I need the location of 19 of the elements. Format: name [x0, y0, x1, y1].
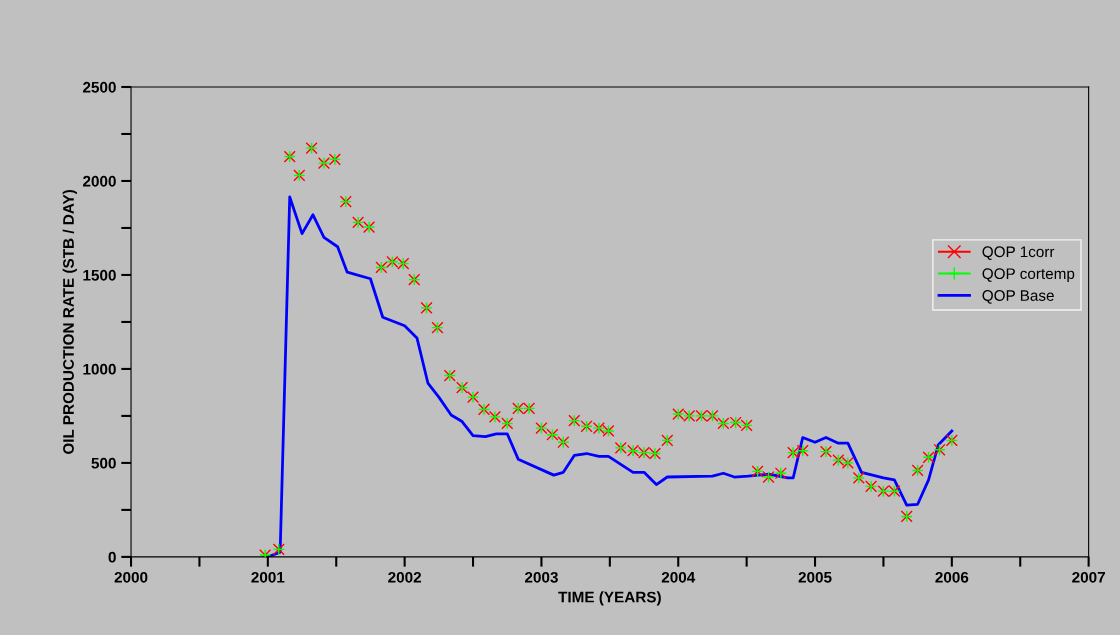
- legend-label: QOP cortemp: [982, 268, 1075, 283]
- y-tick-label: 1000: [83, 363, 116, 375]
- legend-label: QOP Base: [982, 290, 1054, 304]
- x-axis-title: TIME (YEARS): [558, 591, 661, 606]
- x-tick-label: 2005: [798, 571, 832, 583]
- y-tick-label: 500: [91, 457, 116, 469]
- x-tick-label: 2002: [388, 571, 422, 583]
- x-tick-label: 2004: [661, 571, 696, 583]
- x-tick-label: 2007: [1072, 571, 1105, 583]
- y-tick-label: 2500: [83, 81, 116, 93]
- y-tick-label: 1500: [83, 269, 116, 281]
- x-tick-label: 2003: [524, 571, 558, 583]
- y-axis-title: OIL PRODUCTION RATE (STB / DAY): [62, 190, 77, 455]
- x-tick-label: 2000: [114, 571, 148, 583]
- x-tick-label: 2006: [935, 571, 969, 583]
- y-tick-label: 2000: [83, 175, 116, 187]
- legend-label: QOP 1corr: [982, 246, 1055, 260]
- x-tick-label: 2001: [251, 571, 285, 583]
- y-tick-label: 0: [108, 551, 116, 563]
